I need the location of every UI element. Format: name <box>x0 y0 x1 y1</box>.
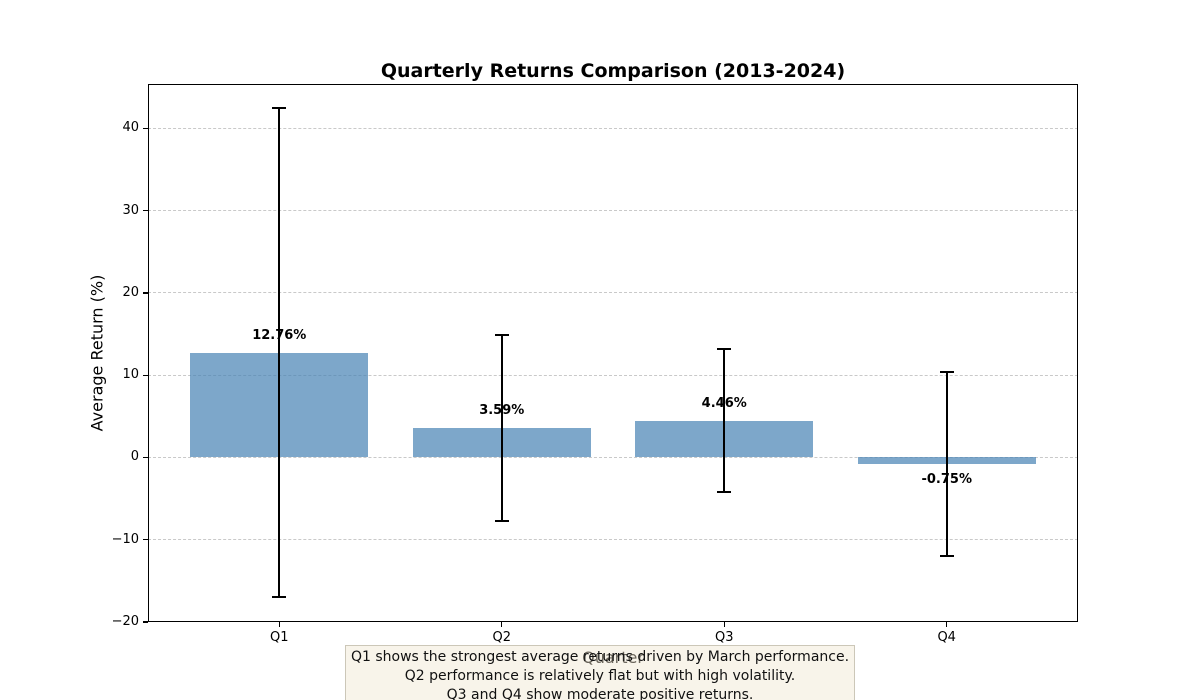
error-bar-cap <box>939 370 954 373</box>
x-tick-mark <box>723 622 725 627</box>
error-bar <box>945 371 948 556</box>
y-tick-mark <box>143 292 148 294</box>
error-bar-cap <box>939 554 954 557</box>
gridline <box>148 292 1078 294</box>
x-tick-label: Q4 <box>937 630 956 645</box>
gridline <box>148 210 1078 212</box>
gridline <box>148 374 1078 376</box>
chart-title: Quarterly Returns Comparison (2013-2024) <box>380 60 846 82</box>
x-tick-mark <box>501 622 503 627</box>
gridline <box>148 456 1078 458</box>
x-tick-label: Q3 <box>714 630 734 645</box>
error-bar-cap <box>717 348 732 351</box>
y-tick-label: 30 <box>122 202 139 218</box>
y-tick-mark <box>143 210 148 212</box>
error-bar-cap <box>272 595 287 598</box>
y-tick-mark <box>143 621 148 623</box>
y-tick-label: −20 <box>111 614 139 629</box>
bar-value-label: 3.59% <box>479 403 525 419</box>
y-tick-label: −10 <box>111 531 139 547</box>
error-bar <box>500 334 503 522</box>
error-bar <box>723 349 726 493</box>
annotation-line: Q3 and Q4 show moderate positive returns… <box>446 687 754 700</box>
annotation-box <box>345 645 855 700</box>
y-tick-label: 20 <box>122 284 139 300</box>
x-axis-label: Quarter <box>582 648 644 667</box>
error-bar-cap <box>717 491 732 494</box>
y-tick-mark <box>143 456 148 459</box>
y-tick-mark <box>143 127 148 129</box>
x-tick-label: Q1 <box>270 630 289 645</box>
x-tick-mark <box>946 622 948 627</box>
y-tick-label: 40 <box>122 120 139 136</box>
x-tick-mark <box>278 622 280 627</box>
annotation-line: Q1 shows the strongest average returns d… <box>350 649 850 665</box>
y-tick-mark <box>143 539 148 541</box>
gridline <box>148 127 1078 129</box>
y-tick-label: 0 <box>130 449 139 465</box>
bar-value-label: 12.76% <box>252 328 307 344</box>
y-tick-mark <box>143 374 148 376</box>
error-bar <box>278 108 281 597</box>
bar-value-label: 4.46% <box>701 396 747 412</box>
x-tick-label: Q2 <box>492 630 511 645</box>
plot-area <box>148 84 1078 622</box>
y-axis-label: Average Return (%) <box>87 274 107 432</box>
error-bar-cap <box>494 333 509 336</box>
annotation-line: Q2 performance is relatively flat but wi… <box>404 668 796 684</box>
gridline <box>148 539 1078 541</box>
bar-value-label: -0.75% <box>921 472 972 488</box>
y-tick-label: 10 <box>122 367 139 383</box>
annotation-text: Q1 shows the strongest average returns d… <box>345 648 855 700</box>
error-bar-cap <box>494 520 509 523</box>
error-bar-cap <box>272 107 287 110</box>
